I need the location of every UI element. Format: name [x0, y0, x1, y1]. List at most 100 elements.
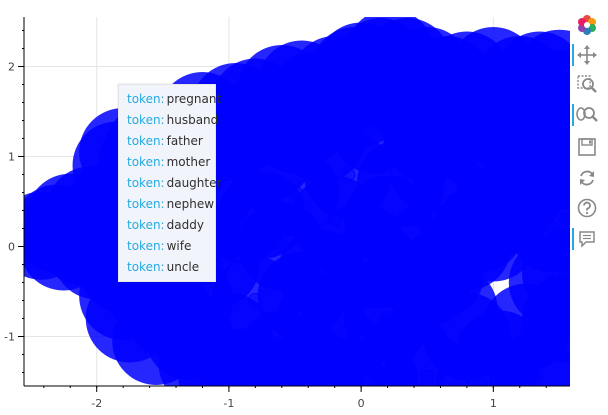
tooltip-value: daddy: [166, 218, 204, 232]
tooltip-key: token:: [127, 113, 165, 127]
wheel-zoom-tool[interactable]: [572, 102, 600, 128]
scatter-point: [294, 288, 310, 304]
scatter-point: [228, 99, 244, 115]
scatter-point: [294, 77, 310, 92]
tooltip-value: mother: [166, 155, 211, 169]
scatter-point: [221, 329, 237, 344]
tooltip-value: pregnant: [166, 92, 222, 106]
scatter-point: [247, 95, 263, 110]
scatter-point: [313, 266, 329, 281]
scatter-point: [419, 369, 435, 385]
scatter-point: [300, 360, 316, 376]
scatter-point: [419, 275, 435, 290]
scatter-point: [181, 329, 197, 344]
scatter-point: [413, 108, 429, 124]
scatter-point: [532, 95, 548, 110]
scatter-point: [353, 239, 369, 254]
scatter-point: [472, 140, 488, 155]
scatter-point: [366, 122, 382, 137]
scatter-point: [274, 347, 290, 362]
scatter-point: [198, 328, 287, 386]
help-icon: [577, 198, 597, 218]
pan-icon: [577, 45, 597, 65]
y-tick-label: 2: [8, 61, 15, 74]
x-tick-label: 1: [490, 397, 497, 410]
scatter-point: [558, 266, 570, 281]
save-icon: [578, 138, 596, 156]
scatter-point: [525, 369, 541, 385]
hover-tooltip: token: pregnant token: husband token: fathe…: [118, 84, 221, 282]
scatter-point: [112, 297, 201, 385]
wheel-zoom-icon: [576, 107, 598, 122]
scatter-point: [558, 158, 570, 173]
scatter-point: [432, 95, 448, 110]
points: [24, 17, 570, 386]
scatter-point: [148, 333, 164, 349]
tooltip-key: token:: [127, 218, 165, 232]
scatter-point: [426, 162, 442, 178]
scatter-point: [320, 99, 336, 115]
scatter-point: [62, 210, 78, 226]
scatter-point: [95, 219, 111, 235]
help-tool[interactable]: [574, 195, 600, 221]
scatter-point: [472, 221, 488, 236]
scatter-point: [512, 185, 528, 200]
scatter-point: [274, 81, 290, 97]
reset-tool[interactable]: [574, 165, 600, 191]
tooltip-row: token: wife: [127, 236, 215, 257]
tooltip-key: token:: [127, 92, 165, 106]
scatter-point: [82, 203, 98, 218]
scatter-point: [558, 86, 570, 101]
x-tick-label: -2: [91, 397, 102, 410]
scatter-point: [274, 239, 290, 254]
scatter-point: [49, 221, 65, 236]
scatter-point: [419, 239, 435, 254]
tooltip-row: token: nephew: [127, 194, 215, 215]
y-tick-label: -1: [4, 331, 15, 344]
scatter-point: [399, 347, 415, 362]
tooltip-value: father: [166, 134, 203, 148]
scatter-point: [102, 198, 118, 214]
hover-tool[interactable]: [572, 226, 600, 252]
pan-tool[interactable]: [572, 42, 600, 68]
scatter-point: [313, 131, 329, 146]
scatter-point: [274, 108, 290, 124]
scatter-point: [393, 176, 409, 191]
scatter-point: [380, 293, 396, 308]
scatter-point: [333, 374, 349, 386]
tooltip-row: token: daddy: [127, 215, 215, 236]
scatter-point: [512, 72, 528, 88]
box-zoom-tool[interactable]: [574, 72, 600, 98]
scatter-point: [419, 131, 435, 146]
tooltip-key: token:: [127, 197, 165, 211]
scatter-point: [485, 63, 501, 79]
scatter-point: [313, 369, 329, 385]
scatter-point: [459, 68, 475, 83]
scatter-point: [492, 171, 508, 187]
scatter-point: [307, 87, 323, 103]
scatter-point: [214, 369, 230, 385]
scatter-point: [327, 338, 343, 353]
scatter-point: [382, 45, 398, 61]
scatter-point: [89, 248, 105, 263]
tooltip-key: token:: [127, 239, 165, 253]
scatter-point: [56, 239, 72, 254]
y-tick-label: 1: [8, 151, 15, 164]
scatter-point: [373, 54, 389, 70]
scatter-point: [393, 86, 409, 101]
tooltip-key: token:: [127, 134, 165, 148]
tooltip-value: husband: [166, 113, 219, 127]
save-tool[interactable]: [574, 134, 600, 160]
scatter-point: [234, 365, 250, 380]
tooltip-key: token:: [127, 260, 165, 274]
scatter-point: [432, 266, 448, 281]
scatter-point: [24, 202, 108, 291]
x-tick-label: -1: [223, 397, 234, 410]
bokeh-logo-icon[interactable]: [574, 12, 600, 38]
scatter-point: [234, 212, 250, 227]
scatter-point: [380, 212, 396, 227]
scatter-point: [287, 185, 303, 200]
scatter-point: [389, 126, 478, 214]
reset-icon: [580, 170, 594, 186]
